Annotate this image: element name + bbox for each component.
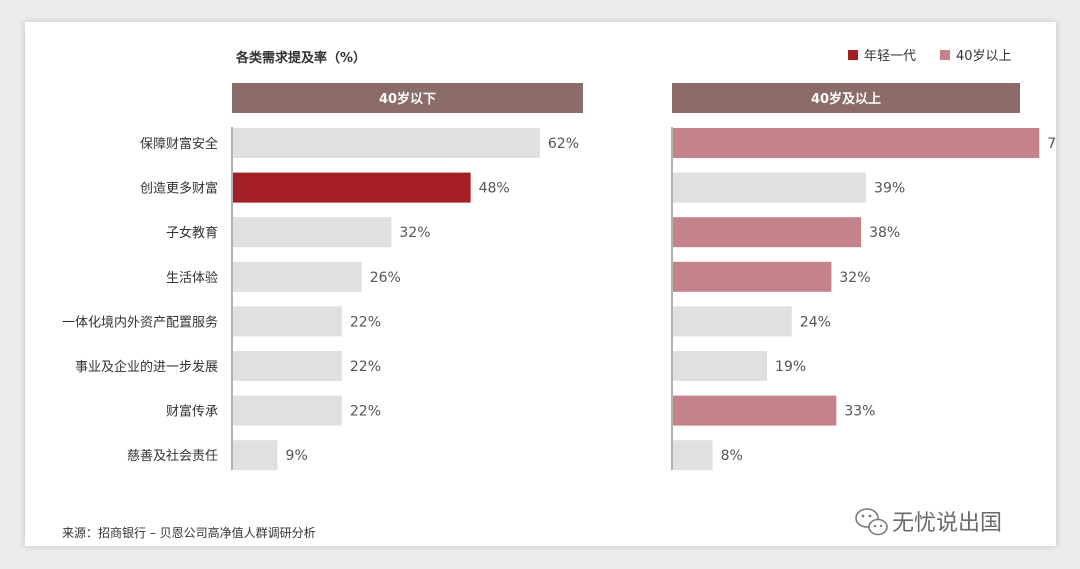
bar — [233, 395, 342, 426]
bar-value-label: 38% — [869, 225, 900, 241]
bar — [673, 395, 837, 426]
watermark: 无忧说出国 — [855, 508, 1002, 536]
bar — [233, 217, 392, 248]
source-note: 来源：招商银行 – 贝恩公司高净值人群调研分析 — [62, 525, 316, 540]
category-label: 财富传承 — [166, 404, 218, 420]
category-label: 生活体验 — [166, 270, 218, 286]
panel-40-plus: 40岁及以上 74% 39% 38% 32% 24% 19% 33% 8% — [671, 83, 1056, 471]
bar-value-label: 24% — [800, 314, 831, 330]
panel-title-40-plus: 40岁及以上 — [811, 91, 881, 107]
category-label: 一体化境内外资产配置服务 — [62, 314, 218, 330]
bar-value-label: 9% — [286, 448, 308, 464]
bar — [673, 172, 867, 203]
bar — [673, 217, 862, 248]
bar — [673, 440, 713, 471]
watermark-text: 无忧说出国 — [892, 511, 1002, 536]
bar — [233, 261, 362, 292]
chart-title: 各类需求提及率（%） — [235, 50, 366, 66]
panel-title-under-40: 40岁以下 — [379, 91, 436, 107]
bar — [233, 172, 471, 203]
bar-value-label: 33% — [844, 404, 875, 420]
category-label: 慈善及社会责任 — [127, 448, 218, 464]
panel-under-40: 40岁以下 62% 48% 32% 26% 22% 22% 22% 9% — [231, 83, 583, 471]
bar — [233, 440, 278, 471]
bar — [673, 351, 768, 381]
bar-value-label: 48% — [479, 181, 510, 197]
bars-under-40: 62% 48% 32% 26% 22% 22% 22% 9% — [233, 128, 579, 471]
bar — [233, 306, 342, 337]
bar-value-label: 22% — [350, 359, 381, 375]
chart: 各类需求提及率（%） 年轻一代 40岁以上 40岁以下 62% 48% 32% 26%… — [62, 49, 1056, 540]
bar — [673, 306, 792, 337]
legend: 年轻一代 40岁以上 — [848, 49, 1012, 64]
bar-value-label: 8% — [721, 448, 743, 464]
bar-value-label: 39% — [874, 181, 905, 197]
legend-label-over40: 40岁以上 — [956, 49, 1012, 64]
bar-value-label: 19% — [775, 359, 806, 375]
category-label: 创造更多财富 — [140, 181, 218, 197]
bar — [233, 128, 540, 158]
bar — [673, 261, 832, 292]
category-label: 子女教育 — [166, 225, 218, 241]
category-labels: 保障财富安全创造更多财富子女教育生活体验一体化境内外资产配置服务事业及企业的进一… — [62, 136, 218, 464]
bar-value-label: 74% — [1047, 136, 1056, 152]
bar — [233, 351, 342, 381]
legend-label-young: 年轻一代 — [864, 49, 916, 64]
wechat-icon — [855, 508, 888, 536]
legend-swatch-young — [848, 50, 858, 60]
bar-value-label: 22% — [350, 404, 381, 420]
bar-value-label: 22% — [350, 314, 381, 330]
category-label: 事业及企业的进一步发展 — [75, 359, 218, 375]
bar — [673, 128, 1040, 158]
legend-swatch-over40 — [940, 50, 950, 60]
bars-40-plus: 74% 39% 38% 32% 24% 19% 33% 8% — [673, 128, 1056, 471]
bar-value-label: 32% — [839, 270, 870, 286]
bar-value-label: 32% — [399, 225, 430, 241]
panel-header-under-40 — [232, 83, 583, 113]
chart-card: 各类需求提及率（%） 年轻一代 40岁以上 40岁以下 62% 48% 32% 26%… — [25, 22, 1056, 546]
category-label: 保障财富安全 — [140, 136, 218, 152]
panel-header-40-plus — [672, 83, 1020, 113]
bar-value-label: 62% — [548, 136, 579, 152]
bar-value-label: 26% — [370, 270, 401, 286]
